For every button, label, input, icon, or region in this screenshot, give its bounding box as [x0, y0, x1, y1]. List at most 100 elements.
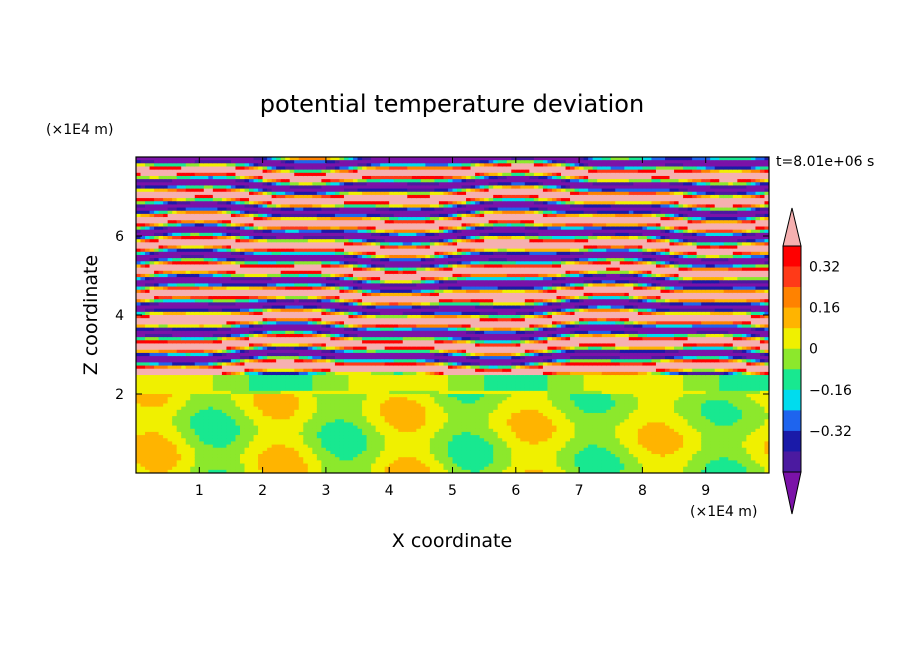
contour-cell — [145, 245, 151, 250]
contour-cell — [163, 229, 169, 234]
contour-cell — [194, 447, 200, 452]
contour-cell — [172, 251, 178, 256]
contour-cell — [163, 327, 169, 332]
contour-cell — [221, 387, 228, 392]
contour-cell — [163, 425, 169, 430]
contour-cell — [181, 296, 187, 300]
contour-cell — [194, 160, 200, 164]
contour-cell — [145, 327, 151, 332]
contour-cell — [172, 277, 178, 281]
contour-cell — [176, 441, 182, 446]
contour-cell — [158, 327, 164, 332]
contour-cell — [212, 270, 218, 275]
contour-cell — [203, 194, 209, 199]
contour-cell — [221, 302, 228, 307]
contour-cell — [230, 299, 237, 303]
contour-cell — [149, 403, 155, 408]
contour-cell — [149, 296, 155, 300]
contour-cell — [208, 280, 214, 284]
contour-cell — [158, 232, 164, 237]
contour-cell — [208, 157, 214, 161]
contour-cell — [235, 207, 241, 212]
contour-cell — [194, 435, 200, 439]
contour-cell — [221, 198, 228, 202]
contour-cell — [185, 311, 191, 316]
contour-cell — [154, 289, 160, 294]
contour-cell — [230, 447, 237, 452]
contour-cell — [136, 340, 142, 345]
contour-cell — [190, 175, 196, 180]
contour-cell — [208, 194, 214, 199]
contour-cell — [244, 397, 250, 401]
contour-cell — [185, 406, 191, 411]
contour-cell — [244, 400, 250, 405]
contour-cell — [172, 239, 178, 243]
contour-cell — [176, 191, 182, 196]
contour-cell — [158, 270, 164, 275]
contour-cell — [136, 422, 142, 427]
contour-cell — [149, 397, 155, 401]
contour-cell — [249, 169, 255, 174]
contour-cell — [158, 242, 164, 247]
contour-cell — [163, 172, 169, 177]
contour-cell — [217, 340, 223, 345]
contour-cell — [230, 308, 237, 313]
contour-cell — [208, 315, 214, 319]
contour-cell — [190, 435, 196, 439]
contour-cell — [199, 371, 205, 376]
contour-cell — [244, 356, 250, 360]
contour-cell — [235, 343, 241, 348]
contour-cell — [212, 264, 218, 269]
contour-cell — [194, 394, 200, 398]
contour-cell — [158, 438, 164, 442]
contour-cell — [176, 261, 182, 266]
contour-cell — [149, 340, 155, 345]
contour-cell — [226, 460, 232, 465]
contour-cell — [226, 454, 232, 458]
contour-cell — [154, 447, 160, 452]
contour-cell — [172, 435, 178, 439]
contour-cell — [239, 251, 246, 256]
contour-cell — [154, 431, 160, 436]
contour-cell — [230, 248, 237, 253]
contour-cell — [185, 441, 191, 446]
contour-cell — [190, 179, 196, 183]
contour-cell — [185, 315, 191, 319]
contour-cell — [226, 289, 232, 294]
contour-cell — [181, 292, 187, 297]
contour-cell — [167, 365, 173, 370]
contour-cell — [154, 188, 160, 193]
contour-cell — [221, 337, 228, 341]
contour-cell — [199, 368, 205, 373]
contour-cell — [194, 207, 200, 212]
contour-cell — [226, 245, 232, 250]
contour-cell — [190, 362, 196, 367]
contour-cell — [221, 299, 228, 303]
contour-cell — [194, 261, 200, 266]
contour-cell — [230, 179, 237, 183]
contour-cell — [172, 441, 178, 446]
contour-cell — [212, 191, 218, 196]
contour-cell — [176, 283, 182, 288]
chart-title: potential temperature deviation — [260, 90, 644, 118]
contour-cell — [185, 207, 191, 212]
contour-cell — [140, 213, 146, 218]
contour-cell — [158, 384, 164, 389]
contour-cell — [194, 409, 200, 414]
contour-cell — [221, 286, 228, 291]
contour-cell — [167, 327, 173, 332]
contour-cell — [244, 359, 250, 363]
contour-cell — [185, 299, 191, 303]
contour-cell — [208, 172, 214, 177]
contour-cell — [185, 431, 191, 436]
contour-cell — [199, 280, 205, 284]
contour-cell — [217, 169, 223, 174]
contour-cell — [212, 254, 218, 259]
contour-cell — [239, 217, 246, 221]
contour-cell — [158, 466, 164, 471]
contour-cell — [203, 330, 209, 335]
contour-cell — [140, 400, 146, 405]
contour-cell — [145, 447, 151, 452]
contour-cell — [136, 457, 142, 461]
contour-cell — [212, 258, 218, 262]
